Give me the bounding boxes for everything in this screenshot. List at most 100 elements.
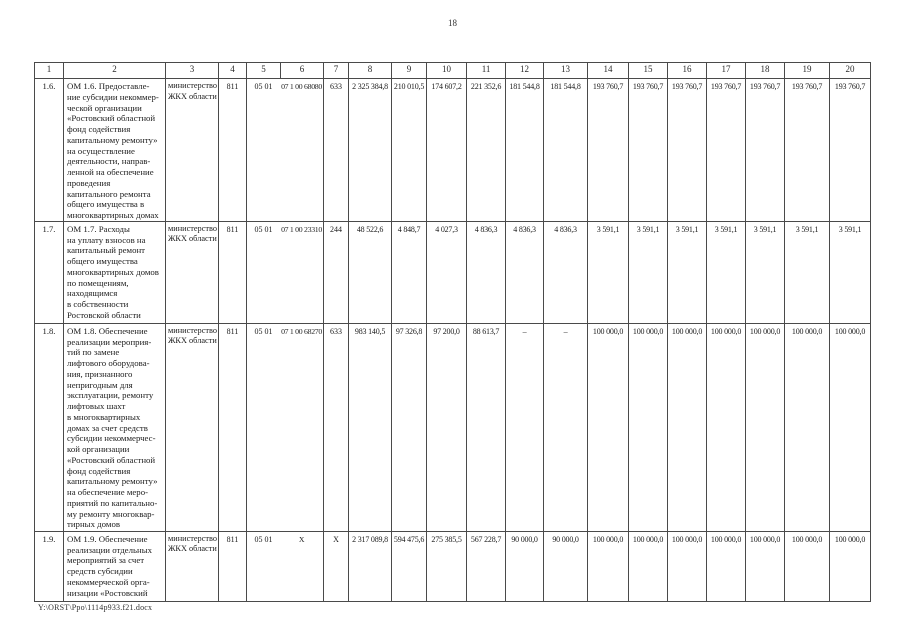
column-number-4: 4 [218,62,248,79]
column-number-3: 3 [164,62,220,79]
measure-name-line: эксплуатации, ремонту [67,390,154,401]
amount-cell: 4 836,3 [543,220,589,324]
measure-name-line: в собственности [67,299,129,309]
amount-cell: 100 000,0 [706,530,747,602]
measure-name-line: низации «Ростовский [67,587,148,598]
measure-name-line: деятельности, направ- [67,156,151,167]
csr-code: X [298,534,305,544]
amount-cell: 97 326,8 [391,322,428,532]
column-number-2: 2 [63,62,166,79]
executor-cell: министерство ЖКХ области [164,530,220,602]
measure-name-line: капитальный ремонт [67,245,146,256]
amount-cell: 97 200,0 [426,322,468,532]
amount-cell: 3 591,1 [745,220,786,324]
vr-code-cell: 633 [323,322,350,532]
measure-name-line: на уплату взносов на [67,234,146,245]
amount-cell: 594 475,6 [391,530,428,602]
amount-cell: 2 325 384,8 [348,78,393,222]
executor-cell: министерство ЖКХ области [164,78,220,222]
column-number-8: 8 [348,62,393,79]
row-number-cell: 1.9. [34,530,64,602]
measure-name-line: непригодным для [67,379,133,390]
measure-name-line: реализации мероприя- [67,336,152,347]
measure-name-line: проведения [67,177,111,188]
measure-name-line: в многоквартирных [67,411,141,422]
amount-cell: – [543,322,589,532]
table-row: 1.8. ОМ 1.8. Обеспечение реализации меропр… [34,322,872,532]
section-and-target-code-cell: 05 01 07 1 00 23310 [246,220,325,324]
page-number: 18 [448,18,457,28]
amount-cell: 100 000,0 [784,530,831,602]
measure-name-line: субсидии некоммерчес- [67,433,156,444]
column-number-19: 19 [784,62,831,79]
measure-name-line: приятий по капитально- [67,497,158,508]
amount-cell: 48 522,6 [348,220,393,324]
row-number-cell: 1.7. [34,220,64,324]
table-row: 1.9. ОМ 1.9. Обеспечение реализации отдель… [34,530,872,602]
amount-cell: 193 760,7 [745,78,786,222]
vr-code-cell: X [323,530,350,602]
measure-name-line: капитальному ремонту» [67,134,158,145]
measure-name-line: многоквартирных домах [67,210,159,220]
amount-cell: 221 352,6 [466,78,507,222]
section-and-target-code-cell: 05 01 X [246,530,325,602]
column-number-14: 14 [587,62,630,79]
measure-name-line: ОМ 1.8. Обеспечение [67,325,148,336]
amount-cell: 983 140,5 [348,322,393,532]
vr-code-cell: 633 [323,78,350,222]
amount-cell: 181 544,8 [543,78,589,222]
amount-cell: 193 760,7 [784,78,831,222]
code-pair: 05 01 07 1 00 23310 [248,224,323,234]
amount-cell: 3 591,1 [587,220,630,324]
measure-name-line: мероприятий за счет [67,555,145,566]
column-number-13: 13 [543,62,589,79]
measure-name-line: лифтового оборудова- [67,358,150,368]
measure-name-cell: ОМ 1.9. Обеспечение реализации отдельных м… [63,530,166,602]
column-number-18: 18 [745,62,786,79]
amount-cell: 88 613,7 [466,322,507,532]
amount-cell: 100 000,0 [667,322,708,532]
measure-name-line: лифтовых шахт [67,401,126,411]
amount-cell: 193 760,7 [628,78,669,222]
amount-cell: 100 000,0 [829,530,872,602]
measure-name-line: домах за счет средств [67,422,148,433]
measure-name-line: тирных домов [67,519,120,530]
measure-name-line: на обеспечение меро- [67,487,149,497]
rzpr-code: 05 01 [254,326,273,336]
document-file-path: Y:\ORST\Ppo\1114p933.f21.docx [38,603,153,612]
measure-name-line: ОМ 1.7. Расходы [67,223,130,234]
amount-cell: 100 000,0 [745,322,786,532]
csr-code: 07 1 00 23310 [281,224,322,234]
measure-name-line: ОМ 1.9. Обеспечение [67,533,148,544]
amount-cell: 100 000,0 [628,322,669,532]
amount-cell: 275 385,5 [426,530,468,602]
section-and-target-code-cell: 05 01 07 1 00 68080 [246,78,325,222]
code-pair: 05 01 X [248,534,323,544]
amount-cell: 567 228,7 [466,530,507,602]
vr-code-cell: 244 [323,220,350,324]
amount-cell: 210 010,5 [391,78,428,222]
amount-cell: 4 027,3 [426,220,468,324]
section-and-target-code-cell: 05 01 07 1 00 68270 [246,322,325,532]
column-number-12: 12 [505,62,545,79]
column-number-11: 11 [466,62,507,79]
amount-cell: 193 760,7 [587,78,630,222]
amount-cell: 193 760,7 [829,78,872,222]
amount-cell: 100 000,0 [829,322,872,532]
amount-cell: 90 000,0 [505,530,545,602]
measure-name-line: фонд содействия [67,124,131,134]
amount-cell: – [505,322,545,532]
measure-name-line: средств субсидии [67,566,133,576]
measure-name-line: «Ростовский областной [67,113,156,124]
measure-name-line: на осуществление [67,145,135,156]
code-pair: 05 01 07 1 00 68080 [248,82,323,91]
csr-code: 07 1 00 68080 [281,82,322,91]
measure-name-line: тий по замене [67,347,120,358]
amount-cell: 100 000,0 [706,322,747,532]
amount-cell: 4 836,3 [466,220,507,324]
amount-cell: 3 591,1 [829,220,872,324]
grbs-code-cell: 811 [218,530,248,602]
amount-cell: 174 607,2 [426,78,468,222]
column-number-row: 1 2 3 4 5 6 7 8 9 10 11 12 13 14 15 16 17 18 19 20 [34,62,872,79]
